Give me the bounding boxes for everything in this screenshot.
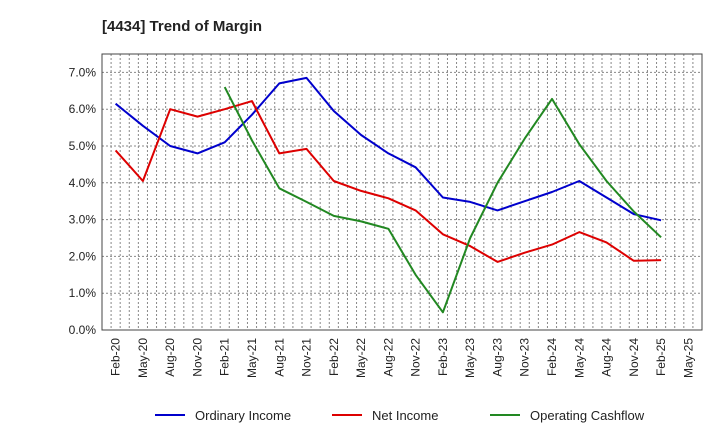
x-tick-label: Aug-21 (272, 338, 286, 377)
legend-label: Ordinary Income (195, 408, 291, 423)
series-line (114, 100, 662, 263)
grid (102, 54, 702, 330)
y-tick-label: 6.0% (69, 102, 97, 116)
x-tick-label: Feb-20 (109, 338, 123, 376)
x-tick-label: Nov-22 (409, 338, 423, 377)
legend-label: Operating Cashflow (530, 408, 645, 423)
x-axis-ticks: Feb-20 May-20 Aug-20 Nov-20 Feb-21 May-21 Aug-… (109, 338, 696, 378)
x-tick-label: Nov-24 (627, 338, 641, 377)
y-tick-label: 3.0% (69, 213, 97, 227)
x-tick-label: May-24 (572, 338, 586, 378)
x-tick-label: Nov-23 (518, 338, 532, 377)
x-tick-label: Feb-23 (436, 338, 450, 376)
x-tick-label: Aug-22 (381, 338, 395, 377)
x-tick-label: May-21 (245, 338, 259, 378)
x-tick-label: Nov-21 (300, 338, 314, 377)
series-line (223, 86, 662, 314)
x-tick-label: Feb-24 (545, 338, 559, 376)
x-tick-label: Aug-23 (490, 338, 504, 377)
chart-title: [4434] Trend of Margin (102, 18, 262, 35)
series-line (114, 76, 662, 222)
plot-frame (101, 53, 703, 331)
x-tick-label: May-25 (681, 338, 695, 378)
x-tick-label: Nov-20 (190, 338, 204, 377)
y-axis-ticks: 0.0% 1.0% 2.0% 3.0% 4.0% 5.0% 6.0% 7.0% (69, 65, 97, 337)
y-tick-label: 2.0% (69, 249, 97, 263)
y-tick-label: 1.0% (69, 286, 97, 300)
x-tick-label: Feb-21 (218, 338, 232, 376)
x-tick-label: May-23 (463, 338, 477, 378)
series-lines (114, 76, 662, 314)
x-tick-label: Aug-24 (600, 338, 614, 377)
x-tick-label: May-20 (136, 338, 150, 378)
y-tick-label: 4.0% (69, 176, 97, 190)
y-tick-label: 0.0% (69, 323, 97, 337)
x-tick-label: Feb-25 (654, 338, 668, 376)
x-tick-label: Feb-22 (327, 338, 341, 376)
x-tick-label: May-22 (354, 338, 368, 378)
x-tick-label: Aug-20 (163, 338, 177, 377)
y-tick-label: 5.0% (69, 139, 97, 153)
y-tick-label: 7.0% (69, 65, 97, 79)
legend-label: Net Income (372, 408, 438, 423)
legend: Ordinary Income Net Income Operating Cashf… (155, 408, 645, 423)
